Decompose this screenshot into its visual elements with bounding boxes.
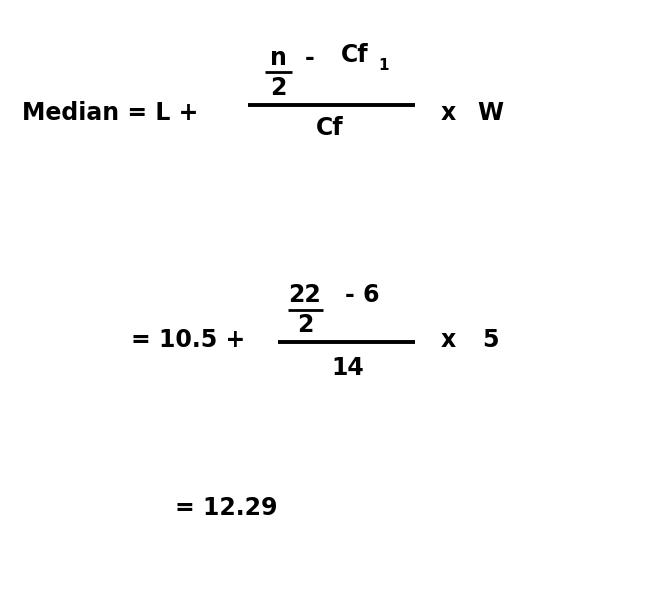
Text: 22: 22 xyxy=(289,283,321,307)
Text: x: x xyxy=(440,328,455,352)
Text: -: - xyxy=(305,46,315,70)
Text: 14: 14 xyxy=(332,356,365,380)
Text: 1: 1 xyxy=(378,57,388,73)
Text: Cf: Cf xyxy=(342,43,369,67)
Text: W: W xyxy=(477,101,503,125)
Text: = 12.29: = 12.29 xyxy=(175,496,278,520)
Text: 2: 2 xyxy=(270,76,286,100)
Text: Cf: Cf xyxy=(316,116,344,140)
Text: n: n xyxy=(270,46,286,70)
Text: 5: 5 xyxy=(482,328,498,352)
Text: 2: 2 xyxy=(297,313,313,337)
Text: - 6: - 6 xyxy=(345,283,380,307)
Text: = 10.5 +: = 10.5 + xyxy=(131,328,245,352)
Text: Median = L +: Median = L + xyxy=(22,101,198,125)
Text: x: x xyxy=(440,101,455,125)
